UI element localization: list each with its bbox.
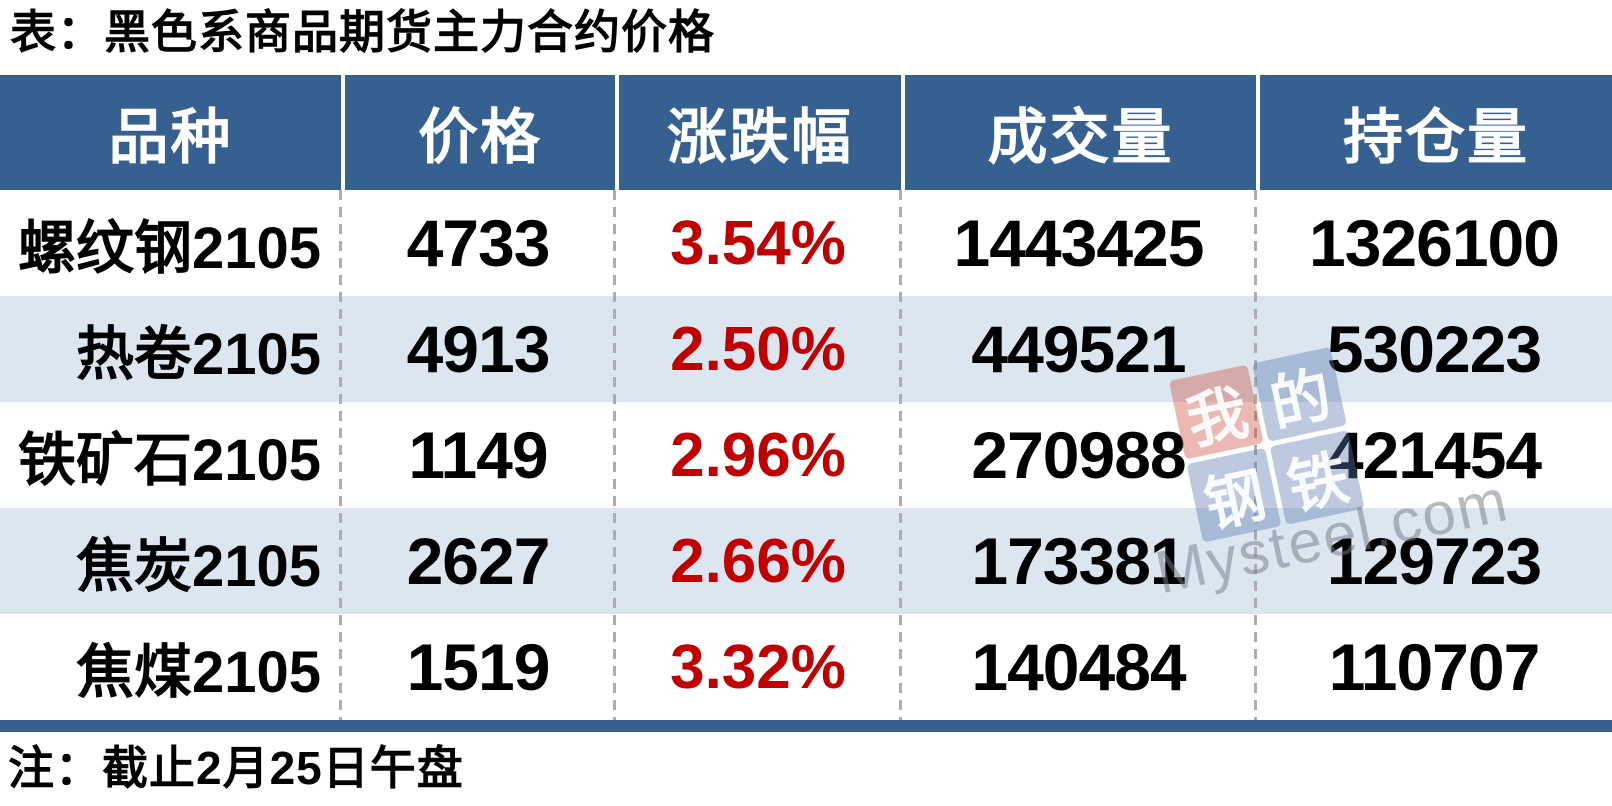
cell-change-percent: 2.50% [670,314,846,384]
cell-open-interest: 1326100 [1309,206,1560,280]
cell-price: 4733 [406,206,551,280]
cell-price: 2627 [406,524,551,598]
column-divider [899,190,902,720]
figure-title: 表：黑色系商品期货主力合约价格 [10,6,715,58]
table-body: 螺纹钢2105 4733 3.54% 1443425 1326100 热卷210… [0,190,1612,720]
cell-price: 4913 [406,312,551,386]
table-header-row: 品种 价格 涨跌幅 成交量 持仓量 [0,75,1612,190]
table-bottom-border [0,720,1612,732]
column-header-price: 价格 [341,75,615,190]
cell-volume: 1443425 [953,206,1205,280]
futures-price-table: 品种 价格 涨跌幅 成交量 持仓量 螺纹钢2105 4733 3.54% 144… [0,75,1612,732]
cell-variety: 螺纹钢2105 [17,216,321,281]
cell-change-percent: 2.96% [670,420,846,490]
cell-volume: 140484 [971,630,1186,704]
table-row: 铁矿石2105 1149 2.96% 270988 421454 [0,402,1612,508]
column-header-variety: 品种 [108,105,233,171]
cell-variety: 铁矿石2105 [17,428,321,493]
table-row: 焦煤2105 1519 3.32% 140484 110707 [0,614,1612,720]
cell-variety: 焦炭2105 [75,534,321,599]
column-header-change: 涨跌幅 [615,75,901,190]
table-row: 焦炭2105 2627 2.66% 173381 129723 [0,508,1612,614]
cell-change-percent: 2.66% [670,526,846,596]
cell-volume: 173381 [971,524,1186,598]
cell-open-interest: 129723 [1326,524,1542,598]
column-divider [613,190,616,720]
cell-variety: 热卷2105 [75,322,321,387]
cell-open-interest: 421454 [1326,418,1542,492]
cell-volume: 449521 [971,312,1186,386]
column-divider [339,190,342,720]
cell-open-interest: 110707 [1328,630,1541,704]
column-header-volume: 成交量 [901,75,1256,190]
cell-variety: 焦煤2105 [75,640,321,705]
table-row: 螺纹钢2105 4733 3.54% 1443425 1326100 [0,190,1612,296]
cell-change-percent: 3.32% [670,632,846,702]
column-header-open-interest: 持仓量 [1256,75,1612,190]
cell-change-percent: 3.54% [670,208,846,278]
cell-open-interest: 530223 [1326,312,1542,386]
cell-price: 1519 [406,630,551,704]
cell-price: 1149 [408,418,548,492]
table-row: 热卷2105 4913 2.50% 449521 530223 [0,296,1612,402]
cell-volume: 270988 [971,418,1186,492]
footnote: 注：截止2月25日午盘 [8,742,464,794]
column-divider [1254,190,1257,720]
